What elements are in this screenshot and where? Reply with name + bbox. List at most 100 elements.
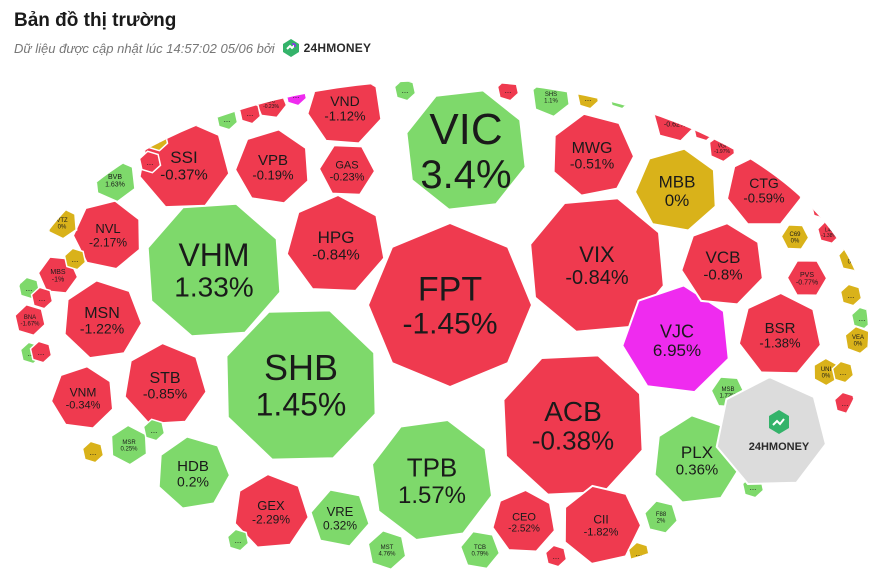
stock-change-uni: 0% bbox=[822, 374, 831, 380]
stock-cell-shape-cii bbox=[563, 484, 643, 565]
stock-change-fpt: -1.45% bbox=[402, 308, 497, 341]
stock-cell-shape-bna bbox=[13, 303, 47, 337]
stock-cell-shape-vix bbox=[529, 197, 665, 333]
more-label: ... bbox=[402, 86, 409, 95]
stock-cell-stb[interactable]: STB-0.85% bbox=[123, 341, 208, 425]
small-stock-shape bbox=[30, 286, 54, 310]
more-label: ... bbox=[819, 204, 826, 213]
more-label: ... bbox=[293, 91, 300, 100]
stock-cell-ceo[interactable]: CEO-2.52% bbox=[491, 488, 556, 553]
stock-change-vgi: -1.97% bbox=[714, 149, 730, 155]
stock-cell-gex[interactable]: GEX-2.29% bbox=[233, 472, 310, 549]
more-label: ... bbox=[585, 94, 592, 103]
more-label: ... bbox=[617, 94, 624, 103]
stock-symbol-hdb: HDB bbox=[177, 458, 209, 475]
stock-change-vjc: 6.95% bbox=[653, 341, 701, 360]
stock-change-vhm: 1.33% bbox=[174, 272, 253, 303]
more-label: ... bbox=[636, 549, 643, 558]
stock-cell-cii[interactable]: CII-1.82% bbox=[563, 484, 643, 565]
stock-cell-shape-gex bbox=[233, 472, 310, 549]
more-label: ... bbox=[26, 284, 33, 293]
small-stock-cell[interactable]: ... bbox=[774, 134, 798, 158]
more-label: ... bbox=[235, 536, 242, 545]
stock-change-hpg: -0.84% bbox=[312, 246, 360, 263]
stock-cell-mwg[interactable]: MWG-0.51% bbox=[552, 112, 636, 197]
stock-symbol-c69: C69 bbox=[789, 232, 801, 238]
brand-name: 24HMONEY bbox=[303, 41, 372, 55]
small-stock-shape bbox=[608, 86, 632, 110]
stock-cell-hpg[interactable]: HPG-0.84% bbox=[285, 193, 386, 292]
stock-cell-shape-vcb bbox=[680, 222, 764, 306]
small-stock-cell[interactable]: ... bbox=[692, 118, 716, 142]
small-stock-cell[interactable]: ... bbox=[737, 134, 761, 158]
stock-symbol-pvs: PVS bbox=[800, 272, 814, 279]
stock-cell-pvs[interactable]: PVS-0.77% bbox=[785, 259, 829, 297]
small-stock-shape bbox=[393, 81, 417, 102]
stock-cell-bsr[interactable]: BSR-1.38% bbox=[737, 291, 822, 375]
small-stock-cell[interactable]: ... bbox=[142, 418, 166, 442]
stock-change-bna: -1.67% bbox=[20, 322, 40, 328]
stock-symbol-mbs: MBS bbox=[50, 269, 66, 276]
small-stock-cell[interactable]: ... bbox=[608, 86, 632, 110]
stock-symbol-fpt: FPT bbox=[418, 271, 482, 309]
small-stock-cell[interactable]: ... bbox=[29, 340, 53, 364]
stock-cell-nvl[interactable]: NVL-2.17% bbox=[71, 199, 141, 271]
stock-symbol-vcb: VCB bbox=[706, 248, 741, 267]
stock-change-vcb: -0.8% bbox=[703, 266, 742, 283]
stock-change-mwg: -0.51% bbox=[570, 155, 614, 171]
small-stock-cell[interactable]: ... bbox=[393, 79, 417, 102]
brand-link[interactable]: 24HMONEY bbox=[281, 38, 372, 58]
stock-cell-shape-msn bbox=[63, 279, 144, 360]
stock-change-f88: 2% bbox=[657, 519, 666, 525]
stock-change-vnm: -0.34% bbox=[66, 399, 101, 411]
stock-cell-shape-c69 bbox=[779, 223, 811, 251]
stock-cell-msn[interactable]: MSN-1.22% bbox=[63, 279, 144, 360]
small-stock-cell[interactable]: ... bbox=[138, 150, 162, 174]
stock-symbol-gex: GEX bbox=[257, 498, 285, 513]
stock-cell-fpt[interactable]: FPT-1.45% bbox=[366, 221, 534, 389]
more-label: ... bbox=[151, 426, 158, 435]
small-stock-cell[interactable]: ... bbox=[544, 544, 568, 568]
stock-cell-vcb[interactable]: VCB-0.8% bbox=[680, 222, 764, 306]
header: Bản đồ thị trường bbox=[14, 10, 176, 32]
stock-cell-acb[interactable]: ACB-0.38% bbox=[502, 354, 644, 496]
stock-cell-bna[interactable]: BNA-1.67% bbox=[13, 303, 47, 337]
stock-change-pvs: -0.77% bbox=[796, 280, 818, 287]
stock-cell-shape-hpg bbox=[285, 193, 386, 292]
small-stock-cell[interactable]: ... bbox=[30, 286, 54, 310]
stock-symbol-vnd: VND bbox=[330, 93, 360, 109]
more-label: ... bbox=[38, 348, 45, 357]
small-stock-cell[interactable]: ... bbox=[63, 247, 87, 271]
stock-symbol-gas: GAS bbox=[335, 159, 358, 171]
stock-cell-vix[interactable]: VIX-0.84% bbox=[529, 197, 665, 333]
small-stock-cell[interactable]: ... bbox=[810, 196, 834, 220]
stock-cell-vpb[interactable]: VPB-0.19% bbox=[233, 128, 310, 205]
stock-symbol-tpb: TPB bbox=[407, 452, 458, 482]
update-info: Dữ liệu được cập nhật lúc 14:57:02 05/06… bbox=[14, 38, 371, 58]
stock-cell-vnm[interactable]: VNM-0.34% bbox=[49, 365, 115, 430]
stock-cell-shape-vea bbox=[843, 325, 868, 355]
small-stock-cell[interactable]: ... bbox=[839, 283, 863, 307]
more-label: ... bbox=[848, 291, 855, 300]
stock-change-ceo: -2.52% bbox=[508, 524, 540, 535]
small-stock-cell[interactable]: ... bbox=[831, 360, 855, 384]
small-stock-shape bbox=[692, 118, 716, 142]
small-stock-cell[interactable]: ... bbox=[226, 528, 250, 552]
stock-cell-shape-tpb bbox=[370, 418, 494, 542]
stock-cell-gas[interactable]: GAS-0.23% bbox=[317, 144, 377, 196]
small-stock-cell[interactable]: ... bbox=[81, 440, 105, 464]
